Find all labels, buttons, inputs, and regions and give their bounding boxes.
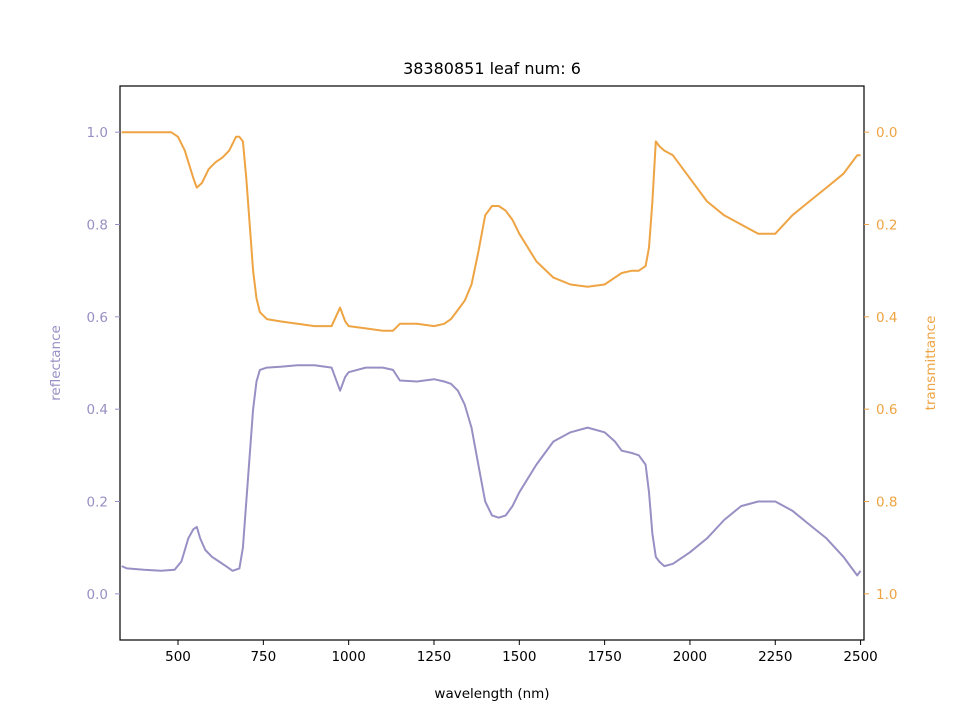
x-tick-label: 2500	[843, 649, 877, 665]
x-tick-label: 750	[250, 649, 276, 665]
x-tick-label: 2250	[758, 649, 792, 665]
left-tick-label: 0.4	[87, 402, 108, 418]
left-tick-label: 0.8	[87, 218, 108, 234]
left-tick-label: 0.6	[87, 310, 108, 326]
series-layer	[121, 131, 862, 577]
left-tick-label: 0.0	[87, 587, 108, 603]
left-tick-label: 1.0	[87, 125, 108, 141]
ticks-layer: 500 750 1000 1250 1500 1750 2000 2250 2500 0.0 0.2…	[87, 125, 898, 665]
x-tick-label: 500	[165, 649, 191, 665]
left-axis-label: reflectance	[48, 325, 64, 401]
right-tick-label: 0.8	[876, 495, 897, 511]
x-tick-label: 1500	[502, 649, 536, 665]
right-tick-label: 0.2	[876, 218, 897, 234]
chart-title: 38380851 leaf num: 6	[403, 59, 581, 78]
x-tick-label: 1750	[587, 649, 621, 665]
right-tick-label: 0.6	[876, 402, 897, 418]
reflectance-line	[121, 364, 862, 577]
right-tick-label: 0.4	[876, 310, 897, 326]
left-tick-label: 0.2	[87, 495, 108, 511]
x-tick-label: 1000	[331, 649, 365, 665]
x-tick-label: 2000	[673, 649, 707, 665]
transmittance-line	[121, 131, 861, 332]
x-axis-label: wavelength (nm)	[434, 686, 549, 702]
x-tick-label: 1250	[417, 649, 451, 665]
right-axis-label: transmittance	[923, 316, 939, 411]
plot-frame	[119, 85, 865, 641]
right-tick-label: 0.0	[876, 125, 897, 141]
right-tick-label: 1.0	[876, 587, 897, 603]
